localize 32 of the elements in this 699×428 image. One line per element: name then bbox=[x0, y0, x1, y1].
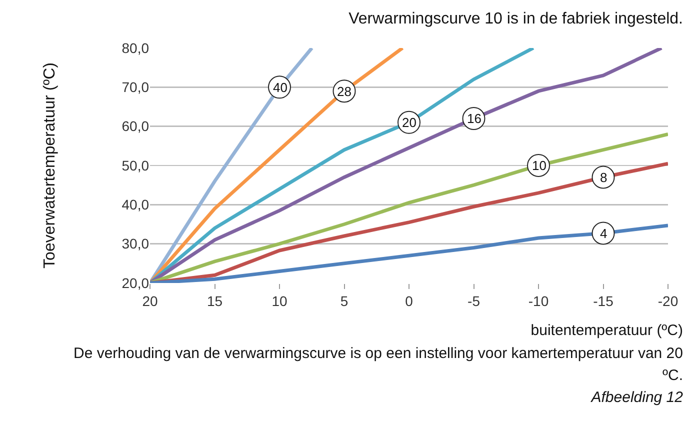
y-tick-label: 40,0 bbox=[122, 196, 150, 213]
y-tick-label: 80,0 bbox=[122, 40, 150, 56]
x-tick-label: -15 bbox=[593, 292, 614, 309]
series-label: 40 bbox=[273, 80, 288, 95]
x-tick-label: 20 bbox=[142, 292, 158, 309]
chart-title: Verwarmingscurve 10 is in de fabriek ingesteld. bbox=[348, 10, 683, 28]
x-tick-label: 0 bbox=[405, 292, 414, 309]
series-label: 10 bbox=[532, 158, 546, 173]
series-label: 16 bbox=[467, 111, 482, 126]
x-tick-label: 15 bbox=[206, 292, 223, 309]
text: De verhouding van de verwarmingscurve is op een instelling voor kamertemperatuur van 20 ºC. bbox=[73, 344, 683, 386]
line-series bbox=[150, 132, 668, 283]
x-axis-title: buitentemperatuur (ºC) bbox=[530, 321, 683, 341]
y-tick-label: 30,0 bbox=[122, 236, 150, 252]
series-label: 20 bbox=[402, 115, 416, 130]
series-label: 28 bbox=[337, 84, 352, 99]
y-tick-label: 70,0 bbox=[122, 79, 150, 96]
y-tick-label: 20,0 bbox=[122, 274, 150, 291]
x-tick-label: -20 bbox=[658, 292, 678, 309]
line-series bbox=[150, 48, 404, 283]
y-tick-label: 50,0 bbox=[122, 157, 150, 174]
x-tick-label: 5 bbox=[340, 292, 348, 309]
line-series bbox=[150, 48, 314, 283]
x-tick-label: -10 bbox=[528, 292, 549, 309]
series-label: 8 bbox=[600, 170, 608, 185]
y-axis-title: Toeverwatertemperatuur (ºC) bbox=[42, 62, 59, 268]
x-tick-label: -5 bbox=[468, 292, 480, 309]
x-tick-label: 10 bbox=[272, 292, 288, 309]
line-series bbox=[150, 48, 664, 283]
y-tick-label: 60,0 bbox=[122, 118, 150, 134]
text: Afbeelding 12 bbox=[590, 388, 683, 408]
series-label: 4 bbox=[600, 226, 608, 241]
